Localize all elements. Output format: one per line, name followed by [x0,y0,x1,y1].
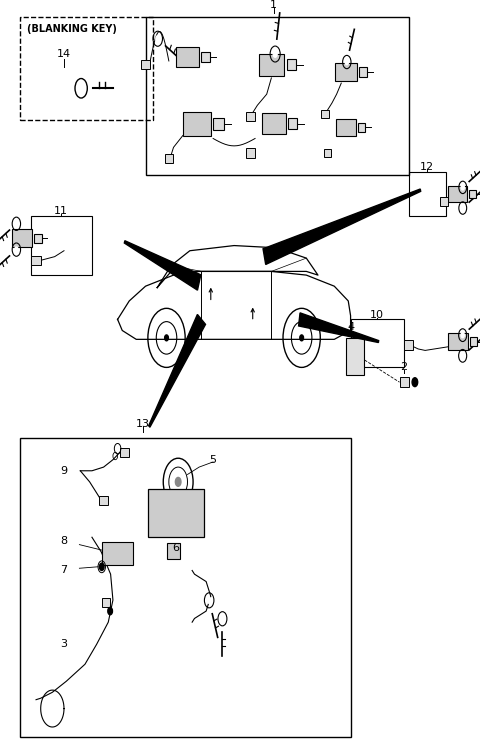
Bar [148,490,204,537]
Bar [288,118,297,129]
Circle shape [15,221,18,226]
Bar [102,597,110,606]
Text: 3: 3 [60,639,68,650]
Circle shape [461,205,464,211]
Bar [404,341,413,350]
Text: 6: 6 [172,543,180,554]
Bar [262,113,286,134]
Text: 13: 13 [136,420,150,429]
Bar [350,319,404,368]
Bar [183,112,211,136]
Bar [259,54,284,76]
Bar [31,255,41,265]
Circle shape [461,353,464,359]
Circle shape [175,478,181,487]
Polygon shape [263,189,420,264]
Polygon shape [149,315,205,427]
Bar [359,67,367,77]
Bar [20,437,350,737]
Circle shape [221,616,224,621]
Circle shape [273,51,277,57]
Text: 1: 1 [270,0,277,10]
Text: 11: 11 [54,206,68,216]
Circle shape [207,597,211,603]
Circle shape [461,333,464,338]
Bar [440,197,448,205]
Circle shape [412,378,418,387]
Text: 10: 10 [370,310,384,320]
Circle shape [345,60,348,65]
Bar [336,118,356,136]
Circle shape [99,563,104,571]
Circle shape [79,84,84,92]
Bar [447,333,468,350]
Bar [141,60,150,69]
Bar [470,337,477,346]
Circle shape [461,185,464,190]
Bar [324,150,331,157]
Bar [167,543,180,559]
Text: (BLANKING KEY): (BLANKING KEY) [27,24,117,34]
Text: 2: 2 [401,362,408,373]
Text: 14: 14 [57,48,71,59]
Bar [214,118,224,129]
Bar [176,48,199,67]
Bar [246,149,254,158]
Text: 9: 9 [60,466,68,475]
Bar [399,377,409,387]
Bar [31,216,92,275]
Bar [120,448,129,457]
Polygon shape [124,241,201,290]
Bar [201,52,209,62]
Bar [448,185,468,202]
Bar [145,16,409,176]
Bar [409,172,446,216]
Circle shape [108,607,112,615]
Bar [469,190,476,198]
Text: 8: 8 [60,536,68,546]
Bar [20,16,153,120]
Bar [12,229,32,247]
Text: 7: 7 [60,565,68,575]
Text: 5: 5 [210,455,216,465]
Circle shape [165,335,168,341]
Bar [335,62,357,81]
Circle shape [300,335,303,341]
Bar [321,110,329,118]
Bar [102,542,133,565]
Text: 12: 12 [420,161,433,172]
Circle shape [156,36,160,42]
Text: 4: 4 [347,322,354,332]
Bar [34,234,42,243]
Bar [287,59,296,70]
Circle shape [15,247,18,252]
Bar [246,112,254,121]
Bar [346,338,364,375]
Bar [165,153,173,163]
Bar [358,123,365,132]
Polygon shape [299,313,379,342]
Bar [99,496,108,504]
